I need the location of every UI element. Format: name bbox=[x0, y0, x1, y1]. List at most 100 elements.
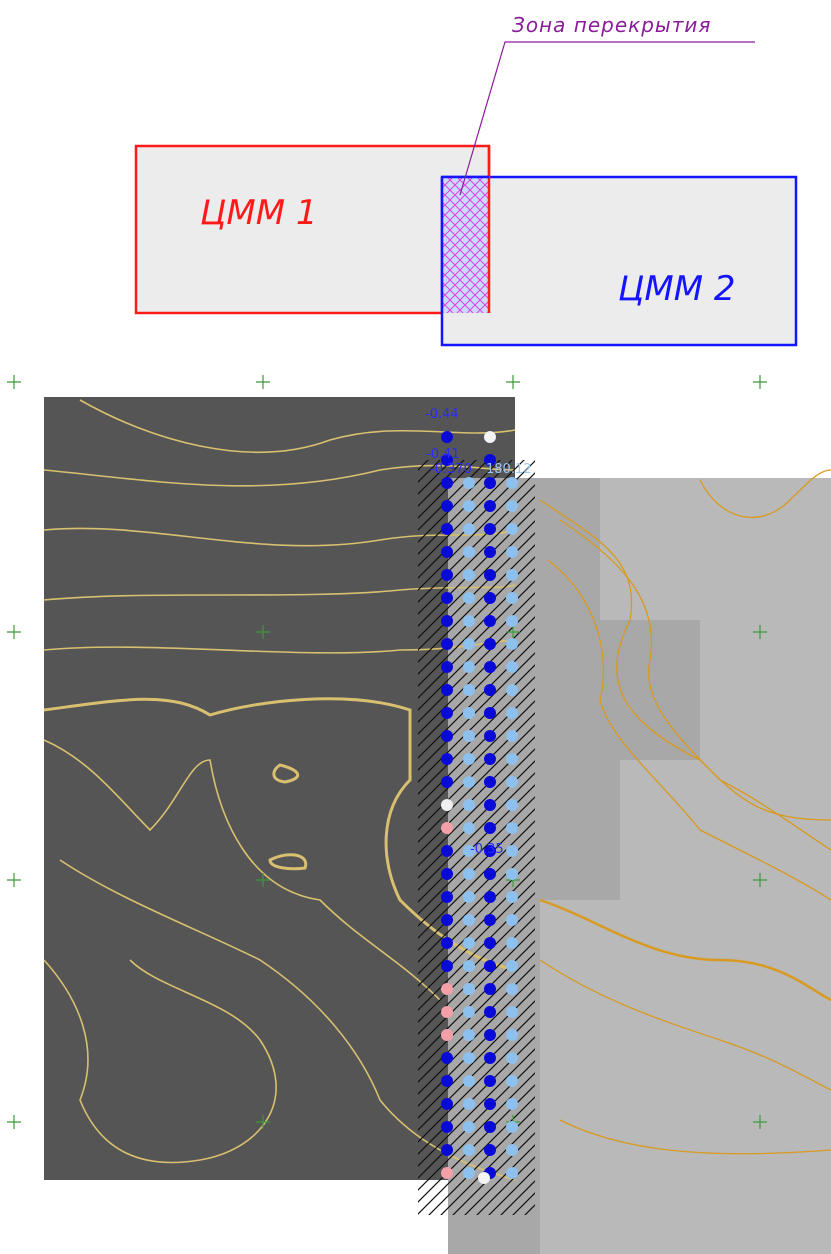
point bbox=[441, 937, 453, 949]
point bbox=[484, 822, 496, 834]
grid-cross bbox=[256, 625, 270, 639]
point bbox=[484, 799, 496, 811]
point bbox=[484, 707, 496, 719]
point bbox=[506, 569, 518, 581]
grid-cross bbox=[256, 873, 270, 887]
point bbox=[484, 638, 496, 650]
point bbox=[506, 1052, 518, 1064]
point bbox=[506, 592, 518, 604]
point bbox=[441, 845, 453, 857]
point bbox=[506, 730, 518, 742]
zone-1-label: ЦММ 1 bbox=[200, 193, 318, 233]
point bbox=[506, 638, 518, 650]
point bbox=[484, 1075, 496, 1087]
map-label: -0.35 bbox=[470, 842, 504, 857]
point bbox=[506, 546, 518, 558]
point bbox=[441, 914, 453, 926]
point bbox=[463, 960, 475, 972]
map-label: -0.41 bbox=[426, 447, 460, 462]
point bbox=[463, 753, 475, 765]
point bbox=[484, 753, 496, 765]
point bbox=[463, 776, 475, 788]
point bbox=[484, 500, 496, 512]
point bbox=[463, 661, 475, 673]
point bbox=[463, 1098, 475, 1110]
point bbox=[484, 661, 496, 673]
point bbox=[506, 1006, 518, 1018]
point bbox=[506, 707, 518, 719]
point bbox=[484, 569, 496, 581]
point bbox=[484, 477, 496, 489]
point bbox=[506, 937, 518, 949]
point bbox=[441, 1167, 453, 1179]
point bbox=[484, 592, 496, 604]
point bbox=[463, 707, 475, 719]
point bbox=[484, 1121, 496, 1133]
grid-cross bbox=[753, 1115, 767, 1129]
point bbox=[441, 730, 453, 742]
point bbox=[463, 684, 475, 696]
point bbox=[441, 960, 453, 972]
point bbox=[478, 1172, 490, 1184]
point bbox=[506, 891, 518, 903]
point bbox=[506, 1121, 518, 1133]
point bbox=[441, 546, 453, 558]
point bbox=[441, 661, 453, 673]
point bbox=[484, 914, 496, 926]
point bbox=[463, 500, 475, 512]
point bbox=[484, 845, 496, 857]
grid-cross bbox=[7, 625, 21, 639]
point bbox=[484, 454, 496, 466]
point bbox=[463, 845, 475, 857]
point bbox=[484, 891, 496, 903]
point bbox=[441, 592, 453, 604]
point bbox=[463, 730, 475, 742]
point bbox=[441, 1006, 453, 1018]
point bbox=[463, 1167, 475, 1179]
point bbox=[484, 546, 496, 558]
point bbox=[441, 799, 453, 811]
leader-line bbox=[459, 41, 755, 196]
overlap-note: Зона перекрытия bbox=[512, 13, 711, 37]
map-label: 180.12 bbox=[486, 462, 532, 477]
point bbox=[441, 1121, 453, 1133]
point bbox=[441, 454, 453, 466]
point bbox=[506, 1098, 518, 1110]
point bbox=[463, 569, 475, 581]
point bbox=[484, 1006, 496, 1018]
point bbox=[484, 960, 496, 972]
point bbox=[463, 891, 475, 903]
point bbox=[441, 638, 453, 650]
point bbox=[484, 1052, 496, 1064]
point bbox=[506, 684, 518, 696]
point bbox=[463, 477, 475, 489]
grid-cross bbox=[256, 1115, 270, 1129]
point bbox=[463, 983, 475, 995]
point bbox=[484, 431, 496, 443]
point bbox=[441, 1144, 453, 1156]
zone-1 bbox=[134, 144, 491, 315]
point bbox=[484, 776, 496, 788]
point bbox=[441, 684, 453, 696]
overlap-hatch bbox=[418, 460, 535, 1215]
point bbox=[441, 500, 453, 512]
point bbox=[441, 753, 453, 765]
point bbox=[506, 868, 518, 880]
point bbox=[441, 1029, 453, 1041]
point bbox=[441, 477, 453, 489]
point bbox=[441, 569, 453, 581]
grid-cross bbox=[753, 625, 767, 639]
point bbox=[506, 799, 518, 811]
point bbox=[441, 868, 453, 880]
point bbox=[506, 1029, 518, 1041]
point bbox=[506, 615, 518, 627]
point bbox=[463, 1075, 475, 1087]
grid-cross bbox=[7, 873, 21, 887]
point bbox=[484, 523, 496, 535]
point bbox=[441, 1052, 453, 1064]
grid-cross bbox=[506, 375, 520, 389]
point bbox=[441, 615, 453, 627]
point bbox=[506, 845, 518, 857]
point bbox=[484, 937, 496, 949]
point bbox=[441, 776, 453, 788]
